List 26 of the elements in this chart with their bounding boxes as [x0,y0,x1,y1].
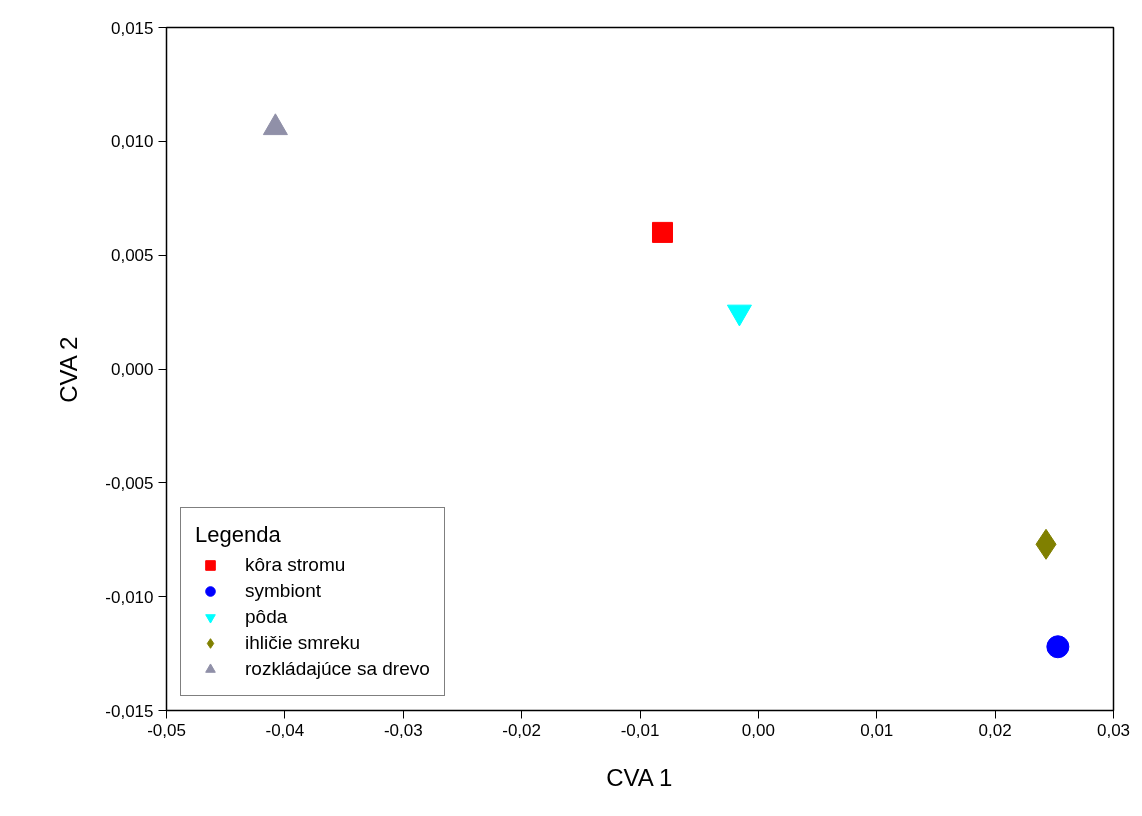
point [1046,635,1070,659]
y-tick-label: -0,010 [105,587,154,607]
y-tick-label: -0,015 [105,701,154,721]
point [651,221,673,243]
y-tick-label: -0,005 [105,473,154,493]
legend-label: pôda [245,606,288,628]
y-axis-title: CVA 2 [55,336,83,403]
x-tick-label: -0,04 [265,720,305,740]
x-tick-label: 0,01 [860,720,894,740]
legend-label: rozkládajúce sa drevo [245,658,430,680]
x-tick-label: 0,00 [741,720,775,740]
y-tick-label: 0,000 [110,360,154,379]
legend-label: kôra stromu [245,554,346,576]
x-tick-label: 0,03 [1096,720,1131,740]
x-tick-label: -0,03 [383,720,423,740]
y-tick-label: 0,005 [110,246,154,266]
legend-title: Legenda [195,522,282,548]
x-tick-label: -0,05 [147,720,186,740]
x-axis-title: CVA 1 [606,763,673,791]
legend-label: symbiont [245,580,322,602]
y-tick-label: 0,010 [110,132,154,152]
x-tick-label: -0,01 [620,720,660,740]
x-tick-label: 0,02 [978,720,1012,740]
legend-label: ihličie smreku [245,632,361,654]
y-tick-label: 0,015 [110,18,154,38]
x-tick-label: -0,02 [502,720,541,740]
